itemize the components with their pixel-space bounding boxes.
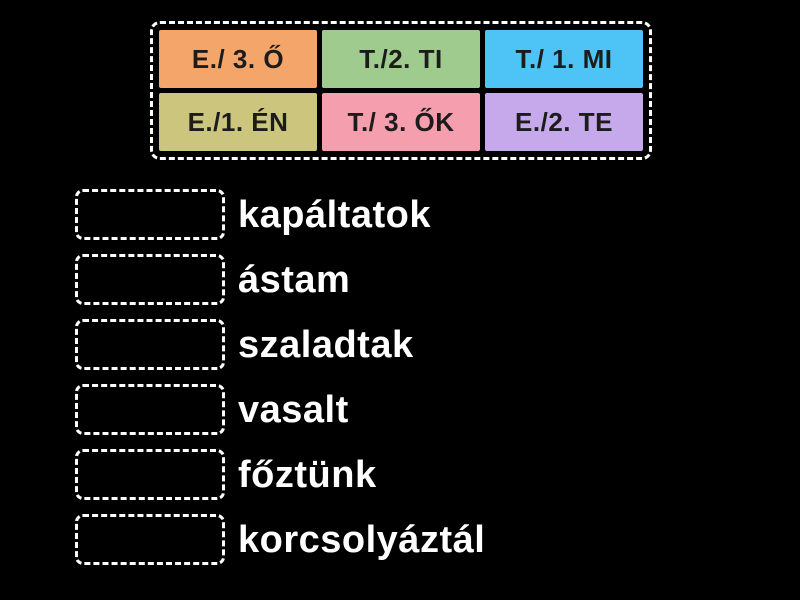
answer-drop-slot[interactable] xyxy=(75,189,225,240)
question-row: szaladtak xyxy=(75,319,485,370)
answer-tile[interactable]: T./2. TI xyxy=(322,30,480,88)
answer-drop-slot[interactable] xyxy=(75,449,225,500)
tile-tray: E./ 3. Ő T./2. TI T./ 1. MI E./1. ÉN T./… xyxy=(150,21,652,160)
answer-drop-slot[interactable] xyxy=(75,514,225,565)
question-word: főztünk xyxy=(238,453,377,496)
question-word: ástam xyxy=(238,258,351,301)
question-word: korcsolyáztál xyxy=(238,518,486,561)
question-word: kapáltatok xyxy=(238,193,431,236)
answer-tile[interactable]: E./2. TE xyxy=(485,93,643,151)
question-row: vasalt xyxy=(75,384,485,435)
answer-drop-slot[interactable] xyxy=(75,254,225,305)
answer-tile[interactable]: T./ 3. ŐK xyxy=(322,93,480,151)
question-row: főztünk xyxy=(75,449,485,500)
answer-tile[interactable]: E./1. ÉN xyxy=(159,93,317,151)
question-row: korcsolyáztál xyxy=(75,514,485,565)
answer-tile[interactable]: T./ 1. MI xyxy=(485,30,643,88)
answer-tile[interactable]: E./ 3. Ő xyxy=(159,30,317,88)
answer-drop-slot[interactable] xyxy=(75,319,225,370)
answer-drop-slot[interactable] xyxy=(75,384,225,435)
question-list: kapáltatok ástam szaladtak vasalt főztün… xyxy=(75,189,485,565)
question-word: vasalt xyxy=(238,388,349,431)
question-word: szaladtak xyxy=(238,323,414,366)
question-row: kapáltatok xyxy=(75,189,485,240)
question-row: ástam xyxy=(75,254,485,305)
